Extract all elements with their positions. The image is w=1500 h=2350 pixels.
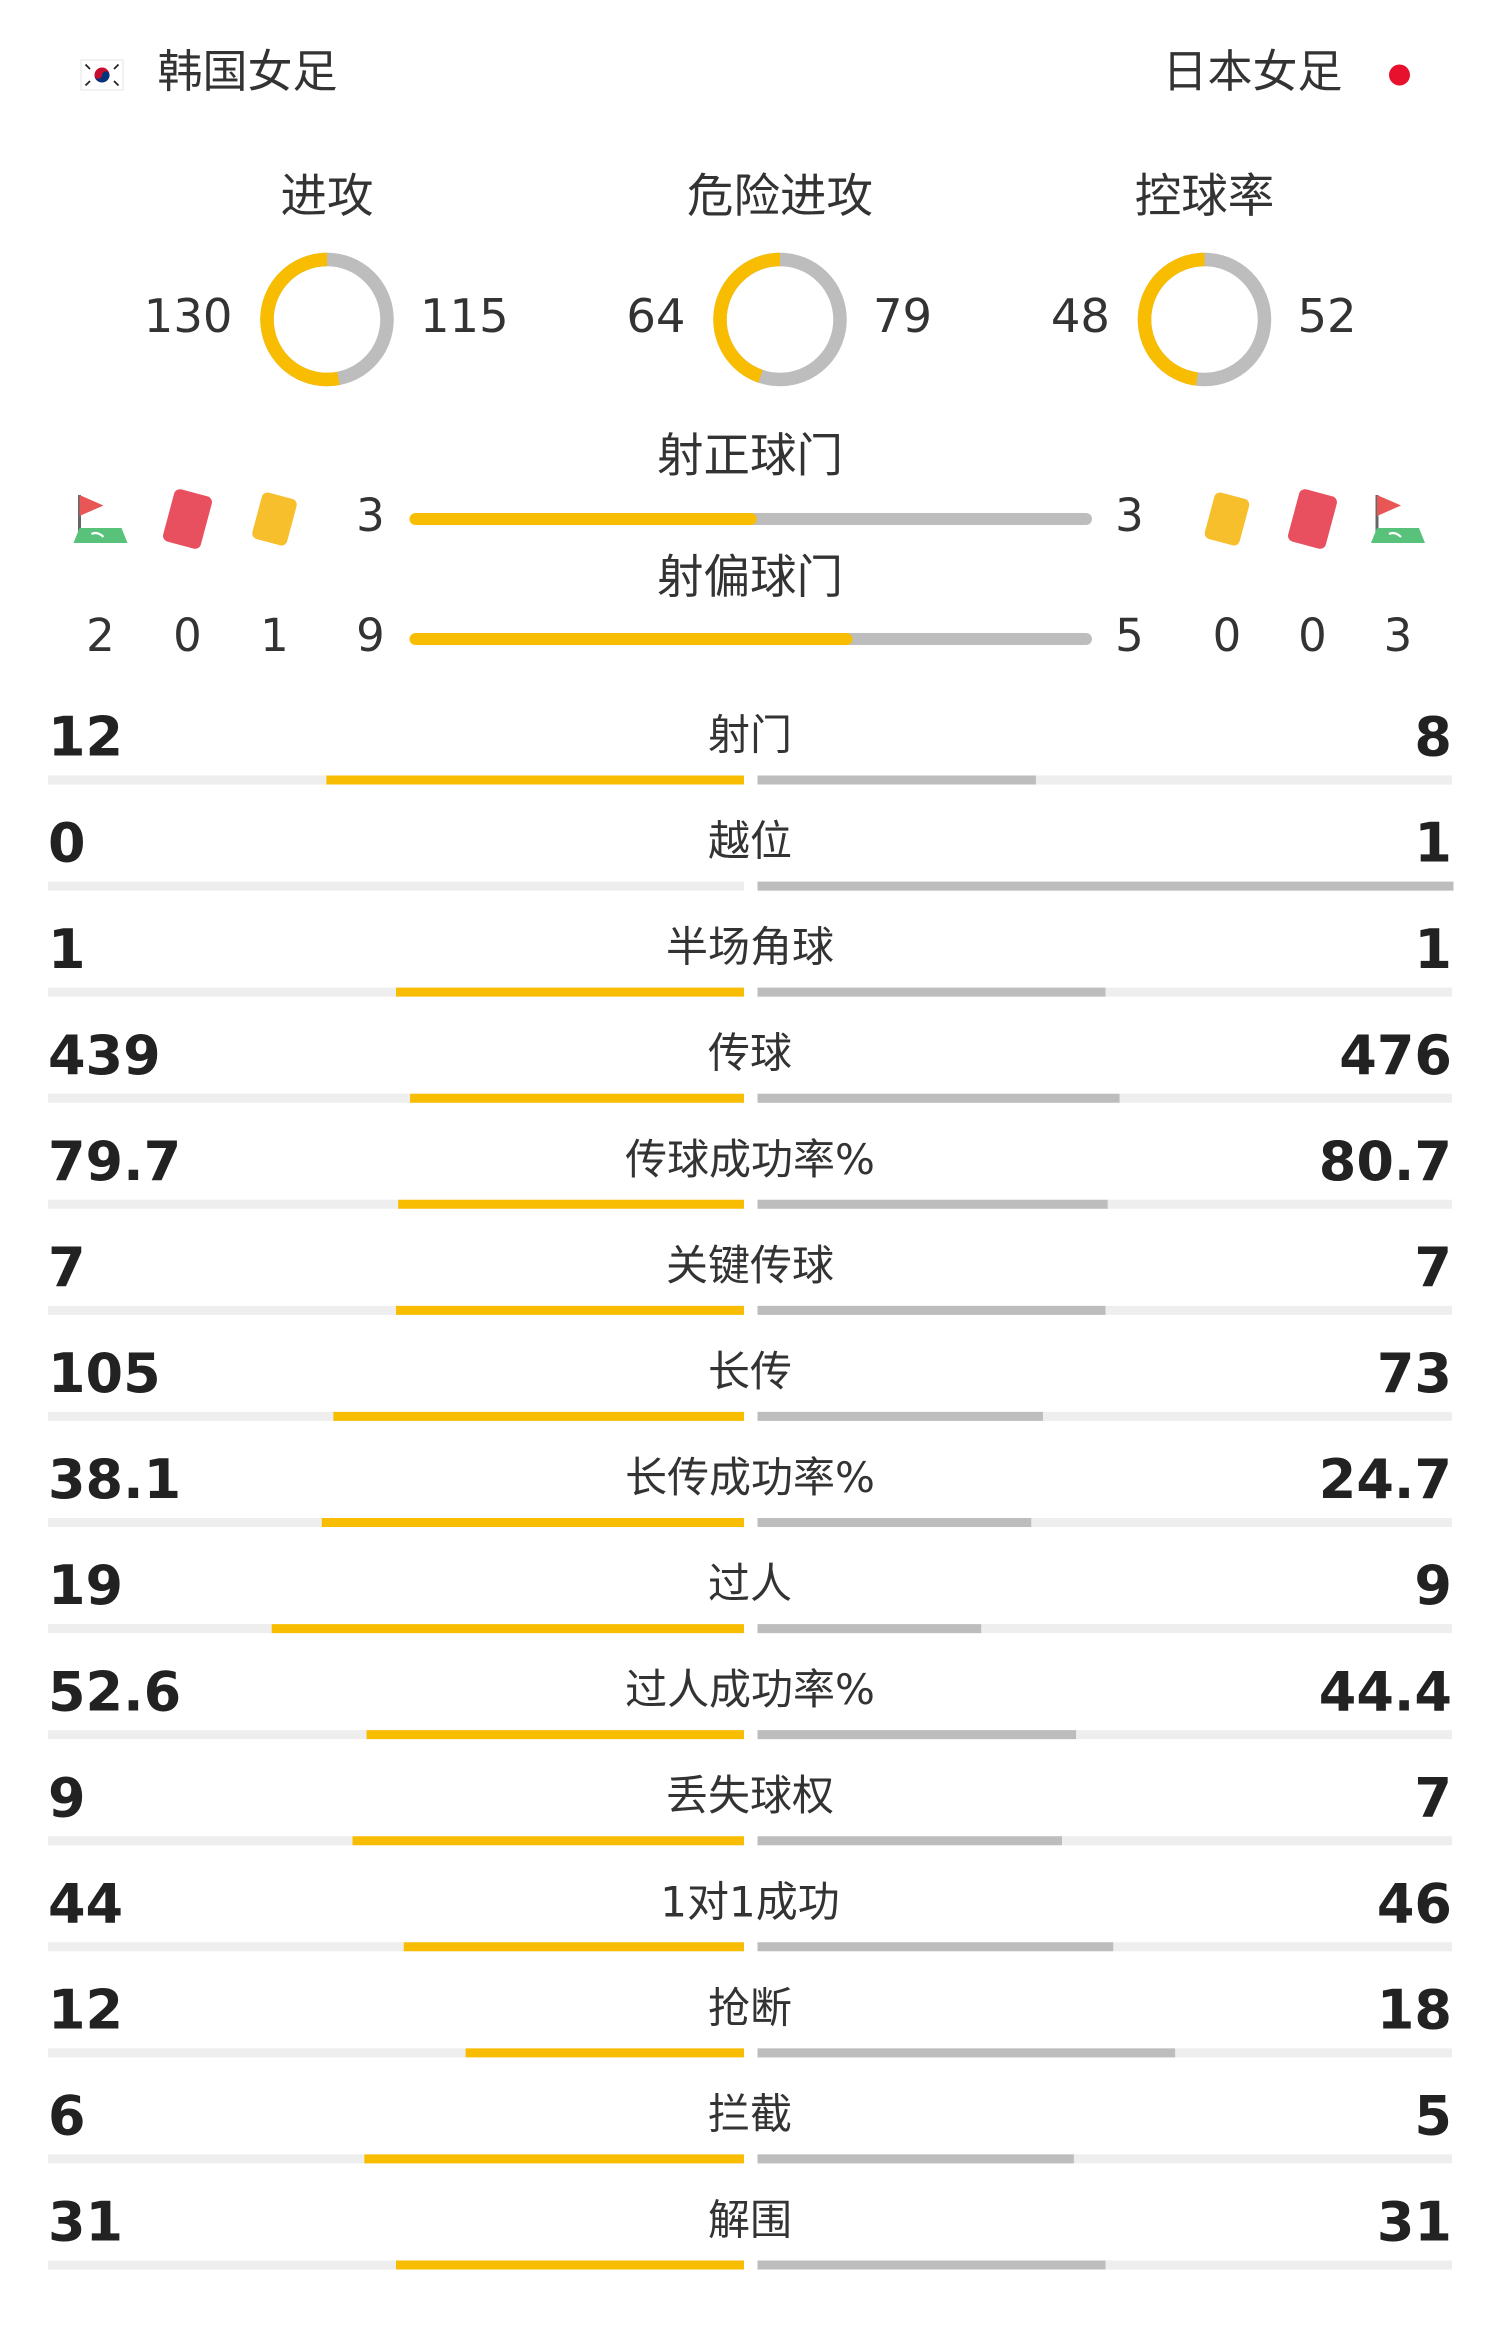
stat-label: 长传成功率% — [625, 1453, 875, 1502]
stat-label: 拦截 — [708, 2089, 792, 2138]
ring-home-arc — [1137, 252, 1205, 386]
away-yellow: 0 — [1213, 609, 1242, 662]
stat-home-value: 31 — [48, 2191, 123, 2254]
ring-away-value: 115 — [420, 289, 509, 343]
stat-label: 长传 — [708, 1347, 792, 1396]
japan-flag — [1388, 64, 1410, 86]
stat-label: 关键传球 — [666, 1241, 834, 1290]
stat-away-value: 18 — [1377, 1978, 1452, 2041]
stat-home-value: 52.6 — [48, 1660, 181, 1723]
stat-label: 1对1成功 — [660, 1877, 839, 1926]
stat-label: 传球成功率% — [625, 1135, 875, 1184]
stat-away-value: 7 — [1414, 1766, 1452, 1829]
stat-label: 越位 — [708, 817, 792, 866]
stat-away-value: 7 — [1414, 1236, 1452, 1299]
stat-home-value: 6 — [48, 2085, 86, 2148]
stat-away-value: 44.4 — [1319, 1660, 1452, 1723]
yellow-card-icon — [1203, 491, 1251, 547]
stat-label: 射门 — [708, 710, 792, 759]
stat-home-value: 105 — [48, 1342, 161, 1405]
stat-away-value: 5 — [1414, 2085, 1452, 2148]
shot-away-value: 3 — [1115, 489, 1144, 542]
stat-home-value: 79.7 — [48, 1130, 181, 1193]
stat-home-value: 38.1 — [48, 1448, 181, 1511]
shot-label: 射偏球门 — [657, 550, 843, 604]
stat-label: 半场角球 — [666, 923, 834, 972]
stat-away-value: 9 — [1414, 1554, 1452, 1617]
stat-home-value: 1 — [48, 918, 86, 981]
stat-label: 抢断 — [708, 1983, 792, 2032]
ring-label: 进攻 — [281, 169, 374, 223]
stat-away-value: 1 — [1414, 918, 1452, 981]
shot-home-value: 3 — [356, 489, 385, 542]
stat-away-value: 8 — [1414, 706, 1452, 769]
stat-away-value: 1 — [1414, 812, 1452, 875]
ring-home-value: 48 — [1051, 289, 1110, 343]
shot-label: 射正球门 — [657, 428, 843, 482]
stat-away-value: 476 — [1339, 1024, 1452, 1087]
stat-home-value: 7 — [48, 1236, 86, 1299]
away-corners: 3 — [1384, 609, 1413, 662]
stat-away-value: 80.7 — [1319, 1130, 1452, 1193]
stat-label: 过人 — [708, 1559, 792, 1608]
ring-label: 危险进攻 — [687, 169, 873, 223]
stat-home-value: 12 — [48, 706, 123, 769]
home-yellow: 1 — [260, 609, 289, 662]
shot-home-value: 9 — [356, 609, 385, 662]
stat-label: 解围 — [708, 2195, 792, 2244]
stat-home-value: 19 — [48, 1554, 123, 1617]
ring-home-arc — [713, 252, 781, 383]
korea-flag — [80, 59, 124, 91]
stat-away-value: 24.7 — [1319, 1448, 1452, 1511]
stat-away-value: 46 — [1377, 1872, 1452, 1935]
ring-home-value: 64 — [626, 289, 685, 343]
corner-icon — [1369, 493, 1427, 545]
stat-away-value: 73 — [1377, 1342, 1452, 1405]
red-card-icon — [1286, 487, 1339, 551]
stat-home-value: 12 — [48, 1978, 123, 2041]
shot-away-value: 5 — [1115, 609, 1144, 662]
ring-home-value: 130 — [144, 289, 233, 343]
ring-away-value: 79 — [873, 289, 932, 343]
red-card-icon — [161, 487, 214, 551]
ring-away-value: 52 — [1297, 289, 1356, 343]
home-red: 0 — [173, 609, 202, 662]
corner-icon — [72, 493, 130, 545]
home-corners: 2 — [86, 609, 115, 662]
stat-label: 传球 — [708, 1029, 792, 1078]
away-team: 日本女足 — [1163, 45, 1343, 98]
stat-home-value: 44 — [48, 1872, 123, 1935]
stat-label: 过人成功率% — [625, 1665, 875, 1714]
home-team: 韩国女足 — [158, 45, 338, 98]
stat-away-value: 31 — [1377, 2191, 1452, 2254]
ring-label: 控球率 — [1135, 169, 1274, 223]
stat-home-value: 0 — [48, 812, 86, 875]
yellow-card-icon — [250, 491, 299, 547]
stat-label: 丢失球权 — [666, 1771, 834, 1820]
stat-home-value: 439 — [48, 1024, 161, 1087]
stat-home-value: 9 — [48, 1766, 86, 1829]
ring-home-arc — [260, 252, 340, 387]
away-red: 0 — [1298, 609, 1327, 662]
